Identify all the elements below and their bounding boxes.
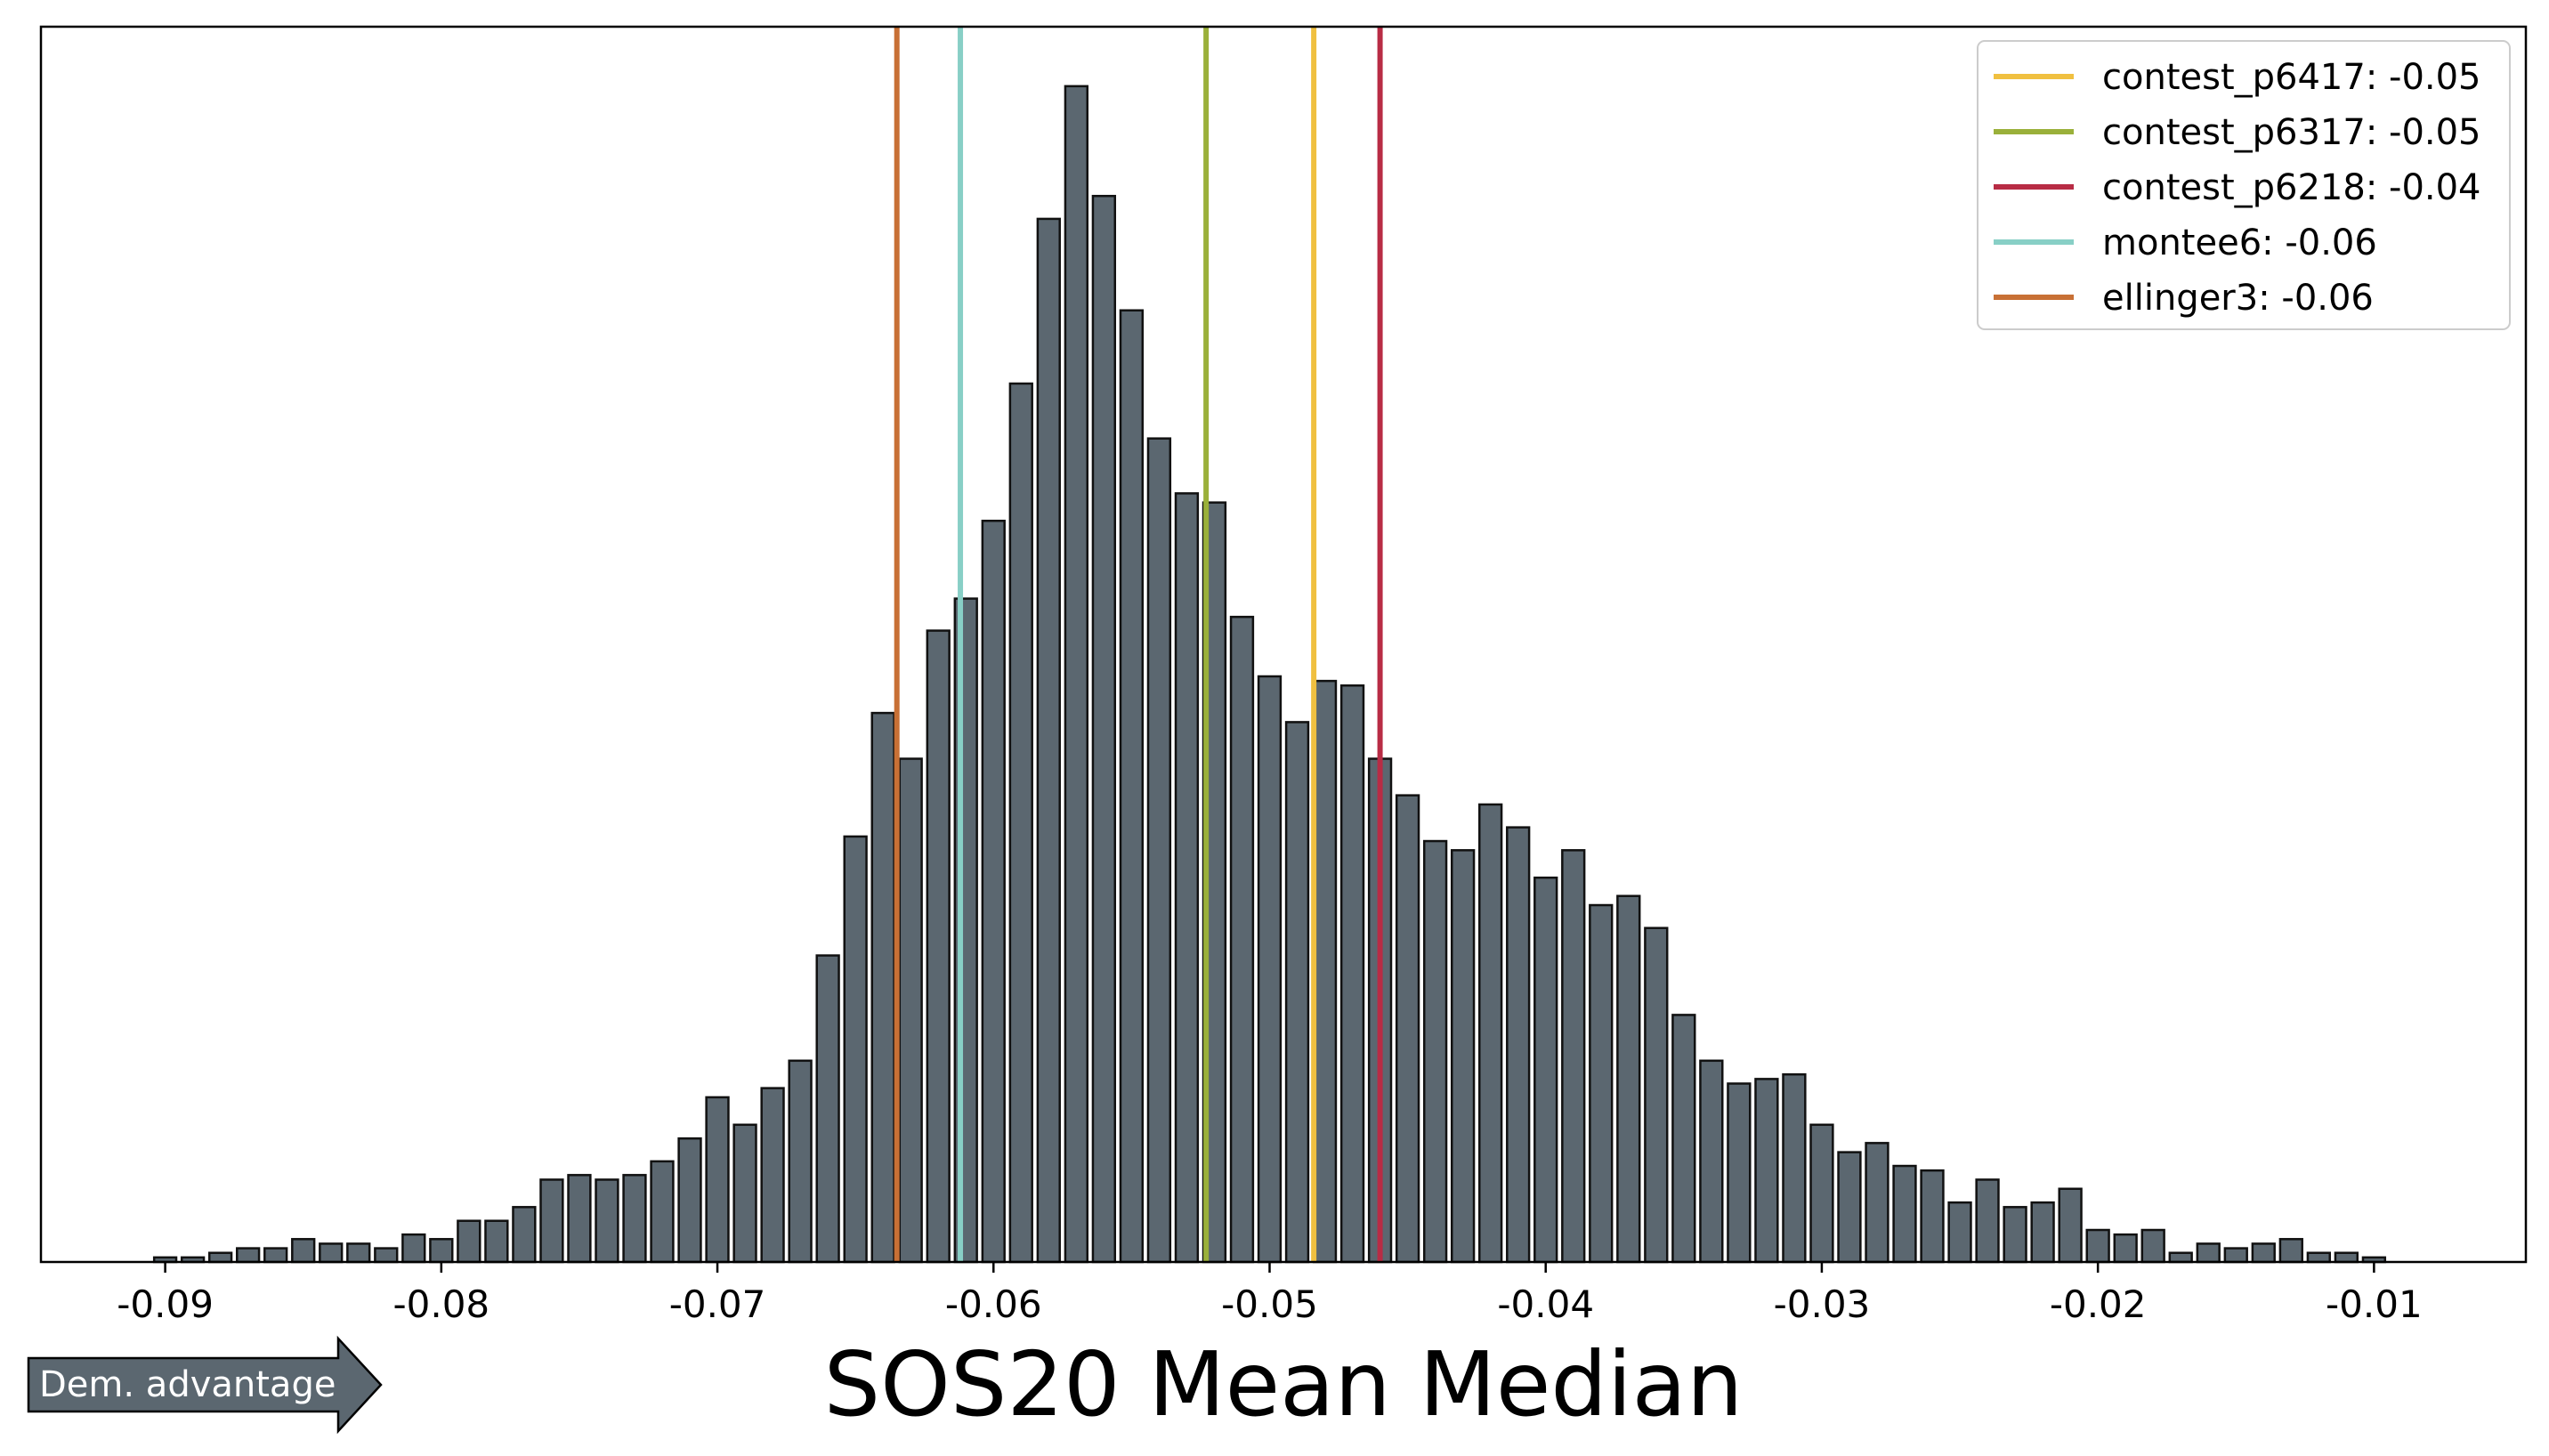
x-tick-label: -0.04 (1497, 1282, 1594, 1326)
histogram-bar (1450, 849, 1476, 1264)
legend-entry: montee6: -0.06 (2102, 222, 2377, 263)
histogram-bar (484, 1219, 509, 1264)
histogram-bar (319, 1242, 344, 1264)
arrow-label: Dem. advantage (39, 1364, 336, 1405)
histogram-bar (981, 519, 1006, 1264)
histogram-bar (1284, 721, 1310, 1264)
histogram-bar (1754, 1078, 1779, 1264)
plot-frame (39, 25, 2528, 1264)
histogram-bar (705, 1096, 730, 1264)
histogram-bar (2113, 1233, 2138, 1264)
histogram-bar (1561, 849, 1586, 1264)
histogram-bar (1422, 839, 1448, 1264)
legend-frame (1977, 40, 2511, 330)
legend-entry: contest_p6417: -0.05 (2102, 57, 2481, 98)
histogram-bar (650, 1160, 675, 1264)
x-tick-label: -0.08 (392, 1282, 490, 1326)
x-tick-label: -0.09 (117, 1282, 214, 1326)
histogram-bar (595, 1178, 619, 1264)
histogram-bar (788, 1059, 813, 1264)
histogram-bar (677, 1136, 702, 1264)
legend-entry: ellinger3: -0.06 (2102, 278, 2374, 319)
histogram-bar (1174, 492, 1200, 1264)
histogram-bar (2168, 1251, 2193, 1264)
histogram-bar (732, 1123, 757, 1264)
histogram-bar (2058, 1187, 2083, 1264)
histogram-bar (2306, 1251, 2331, 1264)
dem-advantage-arrow: Dem. advantage (27, 1335, 383, 1435)
arrow-shape (27, 1335, 383, 1435)
histogram-bar (815, 954, 840, 1264)
histogram-bar (1644, 926, 1669, 1264)
histogram-bar (2003, 1206, 2027, 1264)
histogram-bar (236, 1247, 261, 1264)
histogram-bar (1920, 1169, 1945, 1264)
histogram-bar (2223, 1247, 2248, 1264)
histogram-bar (2196, 1242, 2221, 1264)
x-tick-label: -0.01 (2326, 1282, 2423, 1326)
histogram-bar (1837, 1151, 1862, 1264)
histogram-bar (1727, 1082, 1752, 1264)
histogram-bar (1036, 217, 1061, 1264)
histogram-bar (1312, 679, 1338, 1264)
legend-entry: contest_p6317: -0.05 (2102, 112, 2481, 153)
histogram-bar (291, 1238, 316, 1264)
histogram-bar (1257, 675, 1283, 1264)
legend-entry: contest_p6218: -0.04 (2102, 167, 2481, 208)
histogram-bar (622, 1174, 647, 1264)
histogram-bar (2140, 1228, 2165, 1264)
histogram-bar (429, 1238, 454, 1264)
histogram-bar (2251, 1242, 2276, 1264)
histogram-bar (1671, 1014, 1696, 1264)
histogram-bar (1892, 1164, 1917, 1264)
histogram-bar (760, 1087, 785, 1264)
x-axis-label: SOS20 Mean Median (824, 1332, 1744, 1436)
histogram-bar (1395, 794, 1420, 1264)
histogram-bar (1229, 615, 1255, 1264)
histogram-bar (2085, 1228, 2110, 1264)
histogram-bar (401, 1233, 426, 1264)
x-tick-label: -0.03 (1774, 1282, 1871, 1326)
histogram-bar (1809, 1123, 1834, 1264)
histogram-bar (2278, 1238, 2303, 1264)
histogram-bar (870, 711, 895, 1264)
histogram-bar (346, 1242, 371, 1264)
histogram-bar (2334, 1251, 2359, 1264)
histogram-bar (1506, 826, 1531, 1264)
x-tick-label: -0.05 (1221, 1282, 1318, 1326)
histogram-bar (1119, 309, 1145, 1264)
histogram-bar (1091, 194, 1117, 1264)
histogram-bar (1146, 437, 1172, 1264)
histogram-bar (1339, 684, 1365, 1264)
x-tick-label: -0.06 (945, 1282, 1042, 1326)
histogram-bar (1064, 85, 1088, 1264)
histogram-bar (1947, 1201, 1972, 1264)
histogram-bar (263, 1247, 288, 1264)
reference-lines (894, 27, 1383, 1262)
histogram-bar (374, 1247, 399, 1264)
legend: contest_p6417: -0.05 contest_p6317: -0.05… (1977, 40, 2511, 330)
x-axis-ticks: -0.09 -0.08 -0.07 -0.06 -0.05 -0.04 -0.03 -0.02… (117, 1262, 2423, 1326)
histogram-bar (567, 1174, 592, 1264)
histogram-bar (843, 835, 868, 1264)
histogram-bar (2030, 1201, 2055, 1264)
histogram-bar (512, 1206, 537, 1264)
histogram-bar (1008, 382, 1033, 1264)
histogram-bar (1699, 1059, 1724, 1264)
histogram-bar (898, 757, 923, 1264)
histogram-bar (1533, 876, 1558, 1264)
histogram-bar (1478, 803, 1503, 1264)
histogram-bar (457, 1219, 481, 1264)
histogram-bar (1865, 1142, 1889, 1264)
histogram-bar (1782, 1072, 1807, 1264)
histogram-bar (926, 629, 951, 1264)
histogram-bar (1589, 903, 1614, 1264)
x-tick-label: -0.02 (2050, 1282, 2147, 1326)
histogram-bar (1616, 894, 1641, 1264)
histogram-bar (1975, 1178, 2000, 1264)
histogram-bar (207, 1251, 233, 1264)
histogram-bar (539, 1178, 564, 1264)
x-tick-label: -0.07 (669, 1282, 766, 1326)
